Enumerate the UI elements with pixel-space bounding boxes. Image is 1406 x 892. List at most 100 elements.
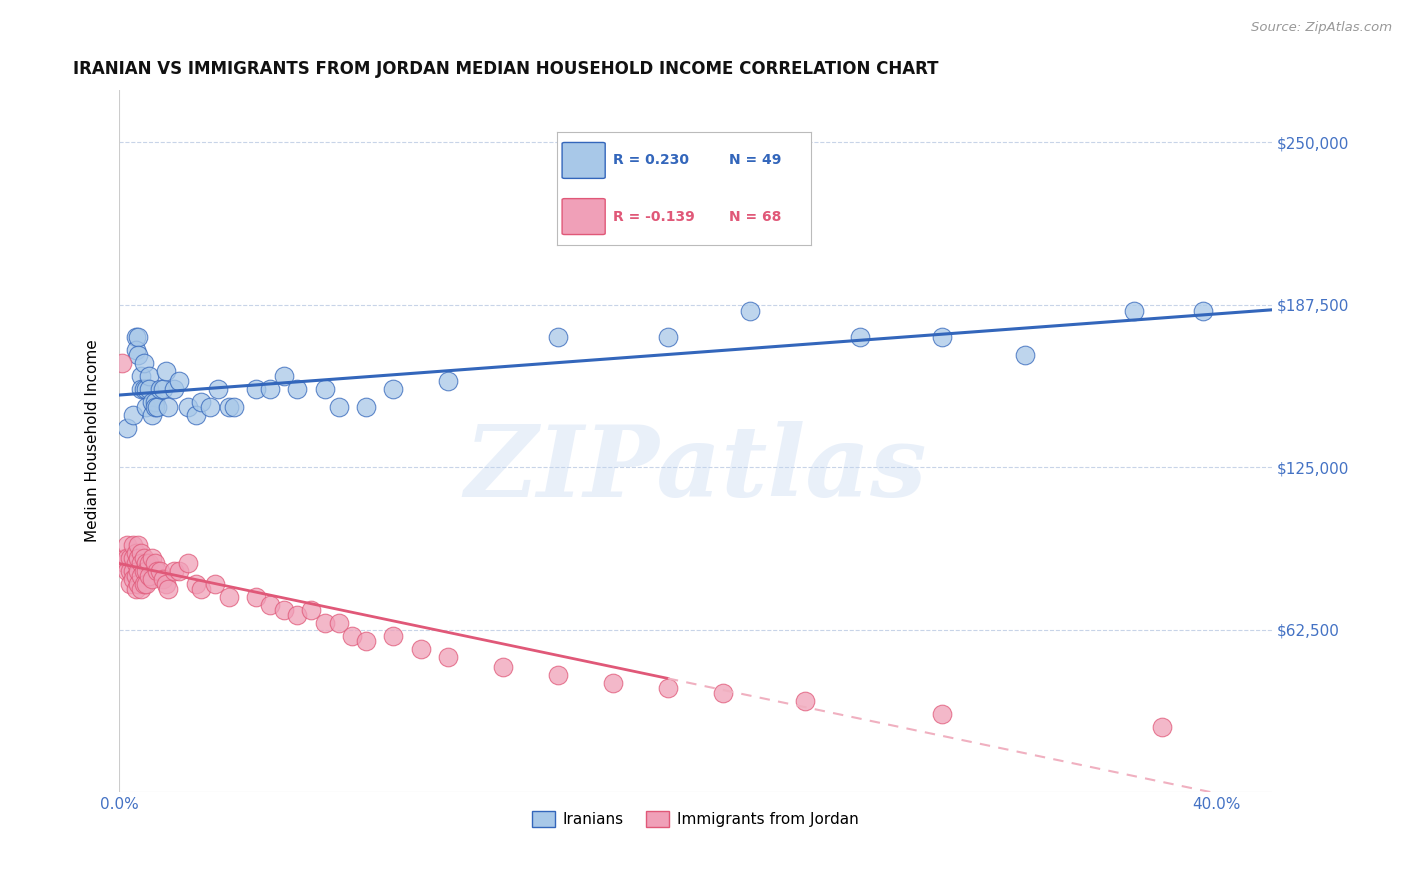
Text: ZIPatlas: ZIPatlas — [464, 421, 927, 517]
Point — [157, 401, 180, 415]
Point — [176, 556, 198, 570]
Point — [129, 382, 152, 396]
Point — [224, 401, 246, 415]
Point — [190, 582, 212, 597]
Point — [118, 577, 141, 591]
Point — [602, 675, 624, 690]
Point — [354, 401, 377, 415]
Point — [437, 649, 460, 664]
Point — [184, 408, 207, 422]
Point — [547, 668, 569, 682]
Point — [437, 375, 460, 389]
Point — [138, 556, 160, 570]
Point — [273, 369, 295, 384]
Point — [129, 556, 152, 570]
Point — [117, 564, 139, 578]
Point — [127, 564, 149, 578]
Point — [740, 304, 762, 318]
Point — [849, 330, 872, 344]
Point — [328, 615, 350, 630]
Point — [152, 572, 174, 586]
Point — [117, 421, 139, 435]
Point — [132, 356, 155, 370]
Point — [135, 556, 157, 570]
Point — [657, 681, 679, 695]
Point — [146, 564, 169, 578]
Text: IRANIAN VS IMMIGRANTS FROM JORDAN MEDIAN HOUSEHOLD INCOME CORRELATION CHART: IRANIAN VS IMMIGRANTS FROM JORDAN MEDIAN… — [73, 60, 938, 78]
Point — [146, 401, 169, 415]
Point — [138, 382, 160, 396]
Point — [141, 395, 163, 409]
Point — [124, 582, 146, 597]
Point — [118, 551, 141, 566]
Point — [132, 564, 155, 578]
Point — [273, 603, 295, 617]
Point — [135, 382, 157, 396]
Point — [121, 551, 143, 566]
Point — [314, 382, 336, 396]
Point — [118, 564, 141, 578]
Point — [149, 564, 172, 578]
Point — [794, 694, 817, 708]
Point — [409, 642, 432, 657]
Point — [259, 382, 281, 396]
Point — [155, 577, 177, 591]
Point — [492, 660, 515, 674]
Point — [204, 577, 226, 591]
Point — [328, 401, 350, 415]
Point — [124, 556, 146, 570]
Point — [124, 343, 146, 358]
Point — [314, 615, 336, 630]
Point — [127, 538, 149, 552]
Point — [155, 364, 177, 378]
Point — [132, 551, 155, 566]
Point — [354, 634, 377, 648]
Point — [111, 356, 134, 370]
Y-axis label: Median Household Income: Median Household Income — [86, 340, 100, 542]
Point — [1150, 720, 1173, 734]
Point — [190, 395, 212, 409]
Point — [132, 577, 155, 591]
Point — [149, 382, 172, 396]
Point — [143, 556, 166, 570]
Point — [299, 603, 322, 617]
Point — [141, 408, 163, 422]
Point — [127, 551, 149, 566]
Point — [117, 551, 139, 566]
Point — [1192, 304, 1215, 318]
Point — [382, 382, 405, 396]
Point — [1123, 304, 1146, 318]
Point — [124, 546, 146, 560]
Point — [135, 577, 157, 591]
Point — [143, 401, 166, 415]
Point — [124, 569, 146, 583]
Point — [931, 330, 953, 344]
Point — [129, 582, 152, 597]
Point — [121, 572, 143, 586]
Point — [135, 564, 157, 578]
Point — [259, 598, 281, 612]
Point — [135, 401, 157, 415]
Point — [218, 590, 240, 604]
Point — [169, 564, 191, 578]
Point — [245, 382, 267, 396]
Point — [157, 582, 180, 597]
Point — [711, 686, 734, 700]
Point — [143, 395, 166, 409]
Point — [547, 330, 569, 344]
Legend: Iranians, Immigrants from Jordan: Iranians, Immigrants from Jordan — [526, 805, 865, 833]
Point — [121, 538, 143, 552]
Point — [121, 564, 143, 578]
Point — [129, 546, 152, 560]
Point — [207, 382, 229, 396]
Point — [176, 401, 198, 415]
Point — [127, 330, 149, 344]
Point — [342, 629, 364, 643]
Point — [287, 382, 309, 396]
Point — [121, 408, 143, 422]
Point — [127, 577, 149, 591]
Point — [114, 551, 136, 566]
Point — [184, 577, 207, 591]
Point — [117, 538, 139, 552]
Point — [245, 590, 267, 604]
